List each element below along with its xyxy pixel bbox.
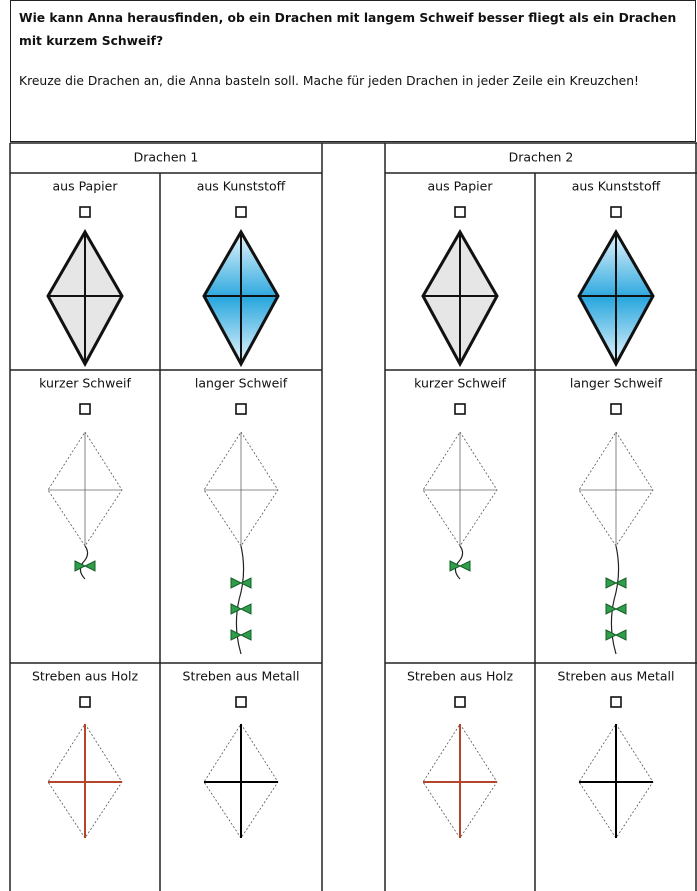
option-label: Streben aus Holz bbox=[32, 669, 138, 684]
kite-tail bbox=[235, 545, 245, 655]
tail-bow bbox=[605, 629, 627, 641]
kite-drawing bbox=[203, 723, 279, 839]
tail-bow bbox=[605, 603, 627, 615]
kite-title: Drachen 1 bbox=[134, 150, 199, 165]
kite-drawing bbox=[47, 431, 123, 580]
checkbox[interactable] bbox=[79, 696, 91, 708]
kite-tail bbox=[454, 545, 464, 580]
kite-drawing bbox=[578, 723, 654, 839]
option-label: Streben aus Metall bbox=[558, 669, 675, 684]
kite-outline bbox=[203, 431, 279, 547]
option-label: kurzer Schweif bbox=[414, 376, 506, 391]
kite-outline bbox=[422, 431, 498, 547]
tail-bow bbox=[74, 560, 96, 572]
checkbox[interactable] bbox=[454, 403, 466, 415]
option-label: langer Schweif bbox=[195, 376, 288, 391]
checkbox[interactable] bbox=[454, 696, 466, 708]
kite-outline bbox=[578, 431, 654, 547]
tail-bow bbox=[230, 629, 252, 641]
kite-drawing bbox=[202, 229, 280, 368]
checkbox[interactable] bbox=[610, 403, 622, 415]
kite-drawing bbox=[47, 723, 123, 839]
checkbox[interactable] bbox=[235, 696, 247, 708]
kite-drawing bbox=[421, 229, 499, 368]
checkbox[interactable] bbox=[610, 206, 622, 218]
task-box: Wie kann Anna herausfinden, ob ein Drach… bbox=[10, 0, 696, 142]
option-label: Streben aus Holz bbox=[407, 669, 513, 684]
instruction: Kreuze die Drachen an, die Anna basteln … bbox=[19, 74, 639, 88]
checkbox[interactable] bbox=[235, 206, 247, 218]
kite-outline bbox=[47, 723, 123, 839]
checkbox[interactable] bbox=[79, 206, 91, 218]
tail-bow bbox=[449, 560, 471, 572]
option-label: aus Papier bbox=[53, 179, 119, 194]
tail-bow bbox=[605, 577, 627, 589]
option-label: aus Papier bbox=[428, 179, 494, 194]
kite-drawing bbox=[422, 723, 498, 839]
grid bbox=[9, 142, 697, 891]
checkbox[interactable] bbox=[235, 403, 247, 415]
question: Wie kann Anna herausfinden, ob ein Drach… bbox=[19, 11, 677, 48]
tail-bow bbox=[230, 577, 252, 589]
kite-drawing bbox=[203, 431, 279, 655]
option-label: langer Schweif bbox=[570, 376, 663, 391]
option-label: aus Kunststoff bbox=[197, 179, 286, 194]
checkbox[interactable] bbox=[79, 403, 91, 415]
kite-outline bbox=[578, 723, 654, 839]
kite-outline bbox=[47, 431, 123, 547]
kite-drawing bbox=[422, 431, 498, 580]
tail-bow bbox=[230, 603, 252, 615]
kite-drawing bbox=[46, 229, 124, 368]
kite-tail bbox=[79, 545, 89, 580]
kite-tail bbox=[610, 545, 620, 655]
kite-drawing bbox=[577, 229, 655, 368]
kite-drawing bbox=[578, 431, 654, 655]
kite-table: Drachen 1 aus Papier aus Kunststoff kurzer … bbox=[9, 142, 697, 891]
kite-title: Drachen 2 bbox=[509, 150, 574, 165]
kite-outline bbox=[422, 723, 498, 839]
kite-outline bbox=[203, 723, 279, 839]
checkbox[interactable] bbox=[454, 206, 466, 218]
checkbox[interactable] bbox=[610, 696, 622, 708]
option-label: Streben aus Metall bbox=[183, 669, 300, 684]
option-label: aus Kunststoff bbox=[572, 179, 661, 194]
option-label: kurzer Schweif bbox=[39, 376, 131, 391]
